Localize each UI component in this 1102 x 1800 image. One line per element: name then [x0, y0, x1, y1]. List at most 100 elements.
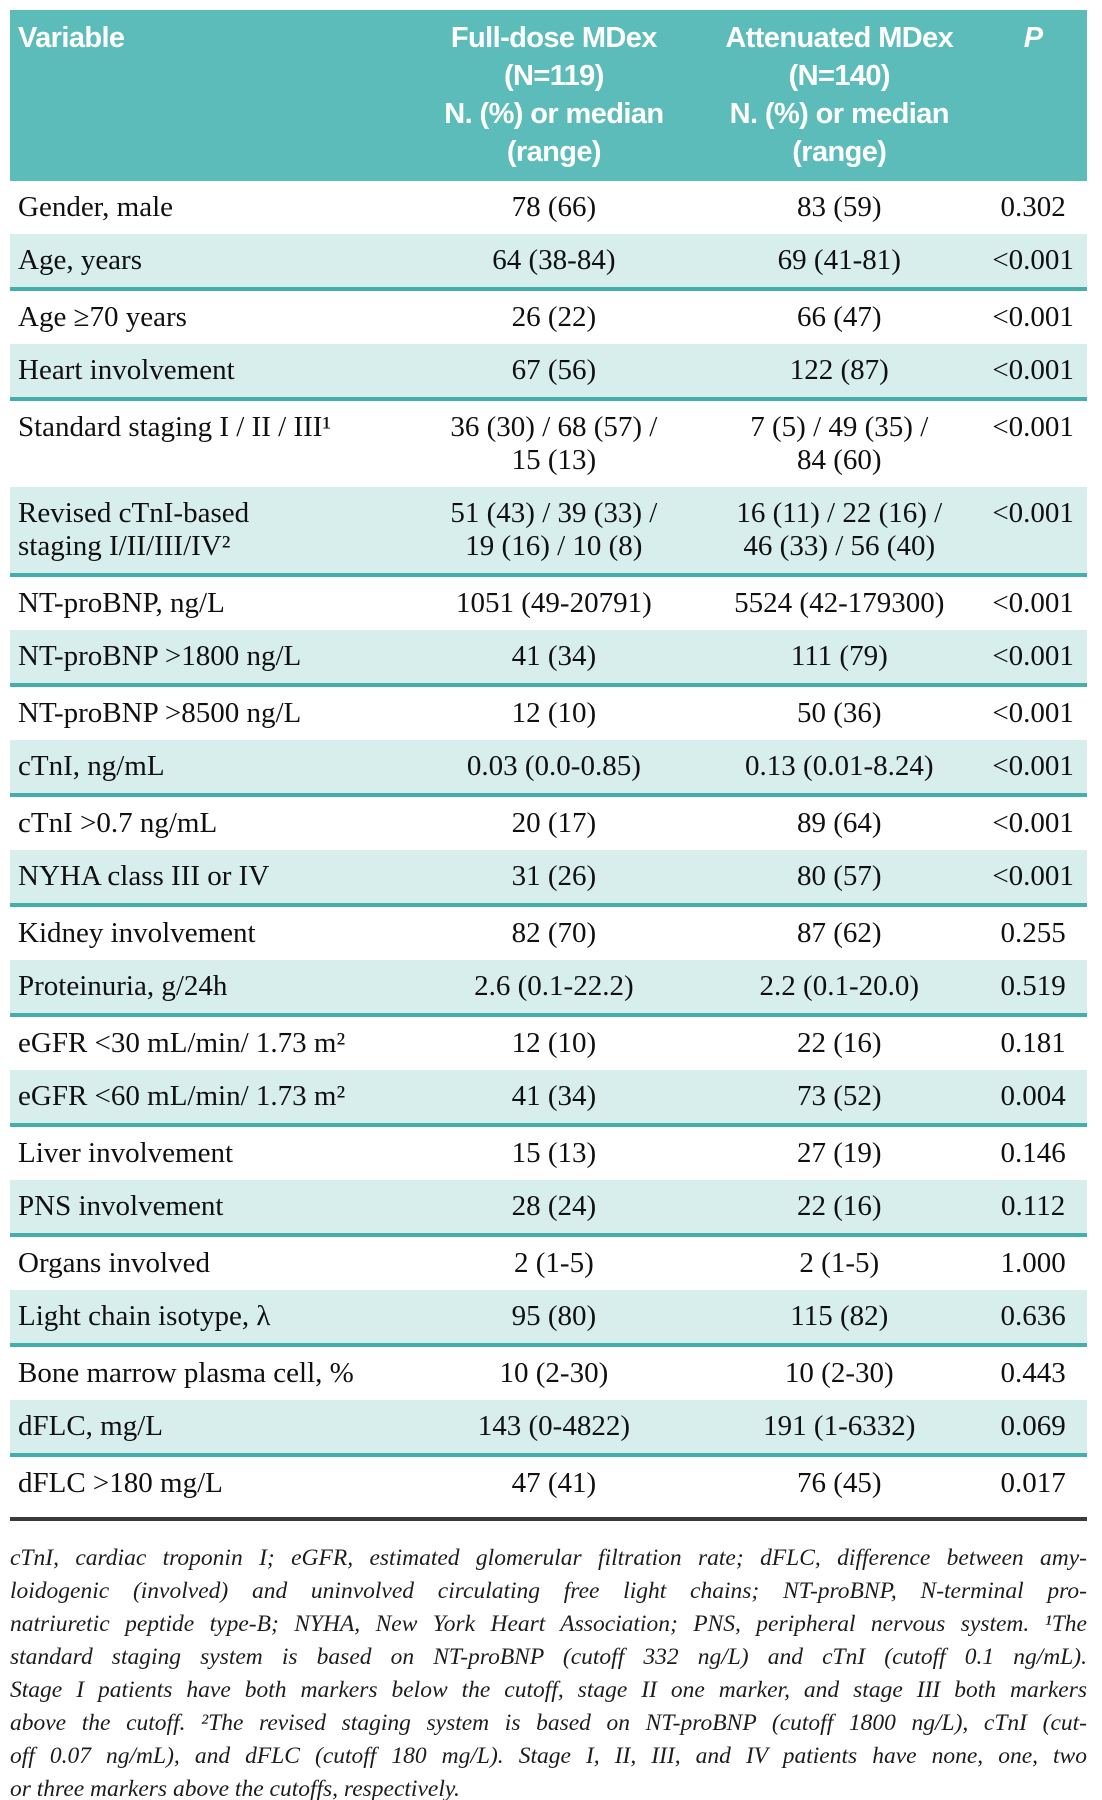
table-row: NT-proBNP, ng/L 1051 (49-20791) 5524 (42-1…: [10, 575, 1087, 630]
row-fulldose-value: 78 (66): [408, 181, 700, 234]
row-fulldose-value: 41 (34): [408, 1070, 700, 1127]
table-row: Bone marrow plasma cell, % 10 (2-30) 10 (2…: [10, 1345, 1087, 1400]
row-variable: NT-proBNP, ng/L: [10, 575, 409, 630]
row-attenuated-value: 83 (59): [699, 181, 980, 234]
row-fulldose-value: 15 (13): [408, 1125, 700, 1180]
table-row: PNS involvement 28 (24) 22 (16) 0.112: [10, 1180, 1087, 1237]
header-row: Variable Full-dose MDex (N=119) N. (%) or …: [10, 10, 1087, 181]
header-line: (N=140): [788, 60, 891, 92]
row-attenuated-value: 5524 (42-179300): [699, 575, 980, 630]
row-variable: cTnI >0.7 ng/mL: [10, 795, 409, 850]
row-variable: PNS involvement: [10, 1180, 409, 1237]
header-line: (range): [792, 136, 887, 168]
row-fulldose-value: 26 (22): [408, 289, 700, 344]
row-fulldose-value: 20 (17): [408, 795, 700, 850]
row-fulldose-value: 12 (10): [408, 685, 700, 740]
row-p-value: 0.069: [979, 1400, 1087, 1457]
table-row: eGFR <30 mL/min/ 1.73 m² 12 (10) 22 (16) 0.…: [10, 1015, 1087, 1070]
table-header: Variable Full-dose MDex (N=119) N. (%) or …: [10, 10, 1087, 181]
row-variable: Revised cTnI-based staging I/II/III/IV²: [10, 487, 409, 577]
footnote-line: natriuretic peptide type-B; NYHA, New Yo…: [10, 1611, 1087, 1637]
row-p-value: 0.112: [979, 1180, 1087, 1237]
row-variable: Gender, male: [10, 181, 409, 234]
row-attenuated-value: 50 (36): [699, 685, 980, 740]
row-attenuated-value: 66 (47): [699, 289, 980, 344]
row-p-value: <0.001: [979, 740, 1087, 797]
row-variable: dFLC, mg/L: [10, 1400, 409, 1457]
characteristics-table: Variable Full-dose MDex (N=119) N. (%) or …: [10, 10, 1087, 1510]
row-variable: Light chain isotype, λ: [10, 1290, 409, 1347]
row-attenuated-value: 76 (45): [699, 1455, 980, 1510]
row-fulldose-value: 10 (2-30): [408, 1345, 700, 1400]
row-fulldose-value: 51 (43) / 39 (33) / 19 (16) / 10 (8): [408, 487, 700, 577]
row-p-value: <0.001: [979, 234, 1087, 291]
row-fulldose-value: 12 (10): [408, 1015, 700, 1070]
row-fulldose-value: 67 (56): [408, 344, 700, 401]
footnote-line: loidogenic (involved) and uninvolved cir…: [10, 1578, 1087, 1604]
row-attenuated-value: 16 (11) / 22 (16) / 46 (33) / 56 (40): [699, 487, 980, 577]
row-attenuated-value: 22 (16): [699, 1015, 980, 1070]
header-variable: Variable: [10, 10, 409, 181]
row-variable: Proteinuria, g/24h: [10, 960, 409, 1017]
row-p-value: <0.001: [979, 344, 1087, 401]
row-fulldose-value: 95 (80): [408, 1290, 700, 1347]
row-p-value: 0.017: [979, 1455, 1087, 1510]
row-fulldose-value: 1051 (49-20791): [408, 575, 700, 630]
row-p-value: <0.001: [979, 487, 1087, 577]
row-fulldose-value: 143 (0-4822): [408, 1400, 700, 1457]
row-p-value: <0.001: [979, 850, 1087, 907]
table-row: Kidney involvement 82 (70) 87 (62) 0.255: [10, 905, 1087, 960]
row-fulldose-value: 64 (38-84): [408, 234, 700, 291]
row-p-value: <0.001: [979, 630, 1087, 687]
row-fulldose-value: 36 (30) / 68 (57) / 15 (13): [408, 399, 700, 487]
row-variable: Organs involved: [10, 1235, 409, 1290]
row-p-value: <0.001: [979, 289, 1087, 344]
row-p-value: <0.001: [979, 795, 1087, 850]
footnote-line: cTnI, cardiac troponin I; eGFR, estimate…: [10, 1545, 1087, 1571]
row-variable: dFLC >180 mg/L: [10, 1455, 409, 1510]
row-attenuated-value: 2.2 (0.1-20.0): [699, 960, 980, 1017]
row-variable: Age ≥70 years: [10, 289, 409, 344]
row-variable: eGFR <60 mL/min/ 1.73 m²: [10, 1070, 409, 1127]
footnote-line: off 0.07 ng/mL), and dFLC (cutoff 180 mg…: [10, 1743, 1087, 1769]
table-row: Standard staging I / II / III¹ 36 (30) / …: [10, 399, 1087, 487]
row-attenuated-value: 0.13 (0.01-8.24): [699, 740, 980, 797]
row-attenuated-value: 27 (19): [699, 1125, 980, 1180]
row-attenuated-value: 69 (41-81): [699, 234, 980, 291]
row-variable: Standard staging I / II / III¹: [10, 399, 409, 487]
row-p-value: 0.181: [979, 1015, 1087, 1070]
row-attenuated-value: 2 (1-5): [699, 1235, 980, 1290]
header-line: Full-dose MDex: [450, 22, 658, 54]
table-row: cTnI, ng/mL 0.03 (0.0-0.85) 0.13 (0.01-8.2…: [10, 740, 1087, 797]
header-line: N. (%) or median: [444, 98, 664, 130]
row-fulldose-value: 31 (26): [408, 850, 700, 907]
row-variable: Bone marrow plasma cell, %: [10, 1345, 409, 1400]
footnote-line: Stage I patients have both markers below…: [10, 1677, 1087, 1703]
row-p-value: 1.000: [979, 1235, 1087, 1290]
row-attenuated-value: 191 (1-6332): [699, 1400, 980, 1457]
row-attenuated-value: 115 (82): [699, 1290, 980, 1347]
row-p-value: 0.519: [979, 960, 1087, 1017]
row-fulldose-value: 82 (70): [408, 905, 700, 960]
row-attenuated-value: 122 (87): [699, 344, 980, 401]
row-p-value: <0.001: [979, 575, 1087, 630]
row-variable: NYHA class III or IV: [10, 850, 409, 907]
row-attenuated-value: 80 (57): [699, 850, 980, 907]
row-p-value: 0.255: [979, 905, 1087, 960]
row-attenuated-value: 7 (5) / 49 (35) / 84 (60): [699, 399, 980, 487]
table-body: Gender, male 78 (66) 83 (59) 0.302 Age, year…: [10, 181, 1087, 1510]
table-row: Light chain isotype, λ 95 (80) 115 (82) 0.6…: [10, 1290, 1087, 1347]
table-row: Age ≥70 years 26 (22) 66 (47) <0.001: [10, 289, 1087, 344]
row-p-value: 0.302: [979, 181, 1087, 234]
footnote-line: above the cutoff. ²The revised staging s…: [10, 1710, 1087, 1736]
row-p-value: 0.636: [979, 1290, 1087, 1347]
row-variable: NT-proBNP >1800 ng/L: [10, 630, 409, 687]
header-line: (range): [506, 136, 602, 168]
row-variable: eGFR <30 mL/min/ 1.73 m²: [10, 1015, 409, 1070]
header-line: N. (%) or median: [729, 98, 950, 130]
row-variable: cTnI, ng/mL: [10, 740, 409, 797]
table-row: dFLC >180 mg/L 47 (41) 76 (45) 0.017: [10, 1455, 1087, 1510]
footnote-line: or three markers above the cutoffs, resp…: [10, 1776, 460, 1800]
row-attenuated-value: 87 (62): [699, 905, 980, 960]
